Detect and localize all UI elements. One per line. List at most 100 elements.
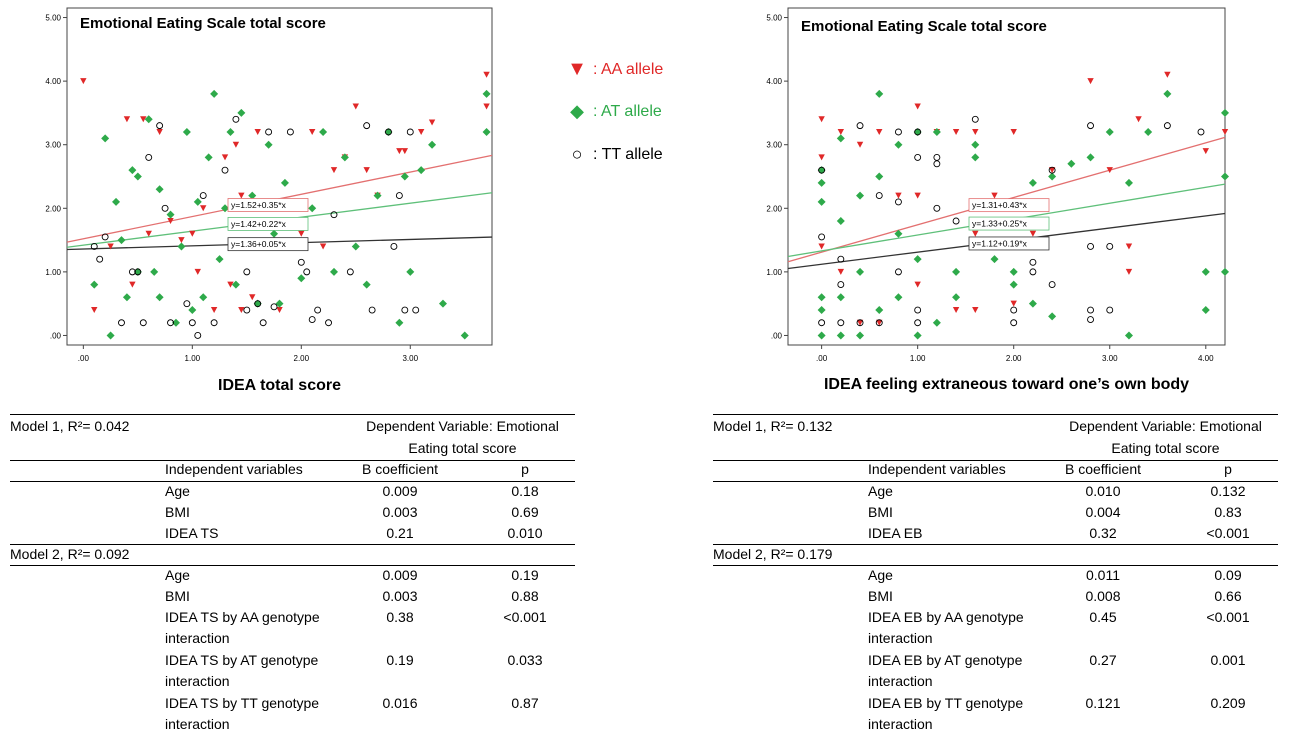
- point-tt: [818, 166, 826, 174]
- table-row-p: 0.87: [511, 695, 539, 711]
- point-tt: [210, 319, 218, 327]
- equation-box: [227, 217, 309, 231]
- point-tt: [167, 319, 174, 327]
- table-row-b: 0.21: [386, 525, 414, 541]
- x-tick-label: 3.00: [402, 354, 418, 363]
- point-at: [913, 255, 922, 264]
- point-at: [1086, 153, 1095, 162]
- point-at: [406, 267, 415, 276]
- point-aa: [1010, 128, 1017, 135]
- point-tt: [1106, 242, 1114, 250]
- point-aa: [991, 192, 998, 199]
- point-at: [373, 191, 382, 200]
- chart-title: Emotional Eating Scale total score: [801, 18, 1047, 35]
- point-at: [817, 178, 826, 187]
- table-row-p: <0.001: [1206, 525, 1250, 541]
- chart-title: Emotional Eating Scale total score: [80, 15, 326, 32]
- table-row-p: 0.83: [1214, 504, 1242, 520]
- table-row-b: 0.009: [382, 483, 418, 499]
- point-aa: [167, 218, 174, 225]
- table-row-name: IDEA EB: [868, 525, 923, 541]
- point-at: [875, 89, 884, 98]
- point-at: [166, 210, 175, 219]
- table-row-b: 0.19: [386, 652, 414, 668]
- point-tt: [90, 242, 98, 250]
- point-tt: [914, 153, 922, 161]
- point-tt: [96, 255, 104, 263]
- point-tt: [385, 128, 392, 136]
- table-row-name-cont: interaction: [868, 673, 933, 689]
- table-row-name: BMI: [165, 588, 190, 604]
- point-tt: [401, 306, 409, 314]
- model1-label: Model 1, R²= 0.132: [713, 418, 833, 434]
- point-at: [204, 153, 213, 162]
- y-tick-label: 4.00: [766, 77, 782, 86]
- point-at: [1221, 172, 1229, 181]
- model1-label: Model 1, R²= 0.042: [10, 418, 130, 434]
- point-at: [1221, 267, 1229, 276]
- x-tick-label: 2.00: [294, 354, 310, 363]
- point-at: [1028, 299, 1037, 308]
- point-tt: [1010, 319, 1018, 327]
- y-tick-label: 5.00: [45, 14, 61, 23]
- table-row-p: 0.69: [511, 504, 539, 520]
- table-row-b: 0.003: [382, 588, 418, 604]
- point-at: [280, 178, 289, 187]
- y-tick-label: 3.00: [45, 141, 61, 150]
- scatter-chart-idea-total: Emotional Eating Scale total score .00 1.0…: [45, 7, 493, 394]
- point-tt: [314, 306, 322, 314]
- table-row-b: 0.121: [1085, 695, 1121, 711]
- col-header-p: p: [521, 461, 529, 477]
- point-aa: [1010, 300, 1017, 307]
- point-tt: [134, 268, 142, 276]
- point-at: [952, 267, 961, 276]
- point-at: [894, 140, 903, 149]
- point-at: [1124, 331, 1133, 340]
- equation-box: [968, 236, 1050, 251]
- point-tt: [390, 242, 398, 250]
- table-rule: [713, 481, 1278, 482]
- point-at: [856, 191, 865, 200]
- table-row-p: 0.132: [1210, 483, 1246, 499]
- point-tt: [161, 204, 169, 212]
- point-tt: [128, 268, 136, 276]
- equation-box: [227, 237, 309, 252]
- point-tt: [875, 319, 883, 327]
- point-tt: [1087, 306, 1094, 314]
- point-aa: [156, 128, 163, 135]
- y-tick-label: 1.00: [766, 268, 782, 277]
- y-tick-label: 1.00: [45, 268, 61, 277]
- point-tt: [286, 128, 294, 136]
- x-tick-label: 1.00: [910, 354, 926, 363]
- y-tick-label: 2.00: [45, 204, 61, 213]
- point-aa: [428, 119, 436, 126]
- table-row-name: Age: [868, 567, 893, 583]
- point-tt: [933, 204, 941, 212]
- table-row-p: <0.001: [503, 609, 547, 625]
- table-row-b: 0.011: [1086, 567, 1120, 583]
- model2-label: Model 2, R²= 0.179: [713, 546, 833, 562]
- point-at: [894, 229, 903, 238]
- point-at: [171, 318, 180, 327]
- point-tt: [194, 332, 202, 339]
- point-tt: [1048, 166, 1056, 174]
- point-tt: [368, 306, 376, 314]
- point-aa: [123, 116, 131, 123]
- point-at: [1048, 172, 1057, 181]
- table-row-b: 0.003: [382, 504, 418, 520]
- point-at: [362, 280, 371, 289]
- point-at: [971, 140, 980, 149]
- point-aa: [363, 167, 370, 174]
- point-aa: [876, 319, 883, 326]
- point-tt: [199, 192, 207, 200]
- point-aa: [972, 230, 979, 237]
- table-row-name: Age: [165, 483, 190, 499]
- point-at: [155, 185, 164, 194]
- point-aa: [818, 116, 825, 123]
- point-at: [248, 191, 257, 200]
- point-at: [395, 318, 404, 327]
- point-tt: [363, 122, 371, 130]
- point-aa: [80, 78, 87, 85]
- point-tt: [1087, 242, 1094, 250]
- point-at: [188, 306, 197, 315]
